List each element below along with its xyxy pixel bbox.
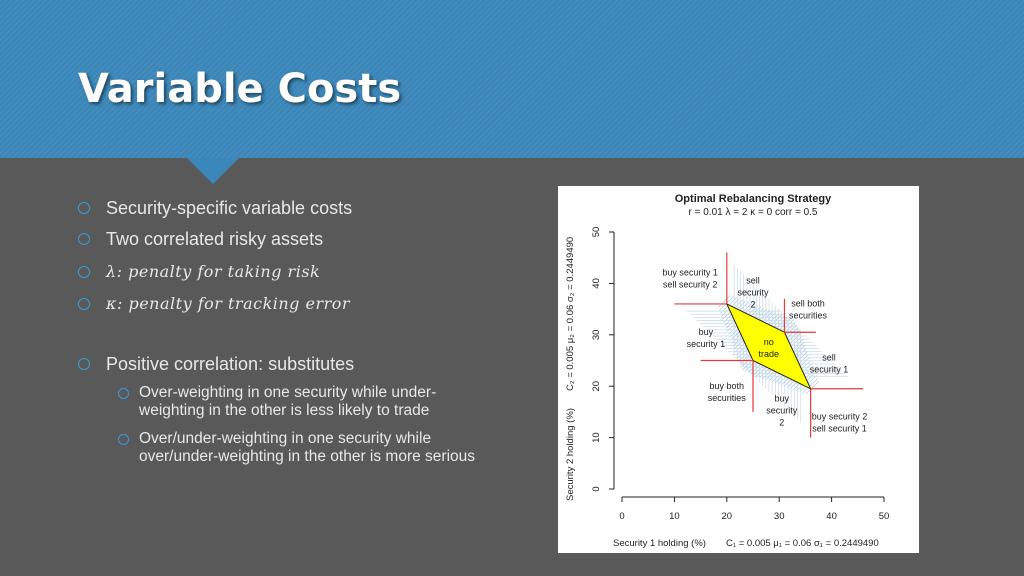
x-tick-label: 10 [669, 511, 680, 522]
region-label-line: securities [708, 393, 747, 403]
y-tick-label: 20 [591, 381, 602, 392]
header-notch [187, 158, 239, 184]
sub-bullet-text: Over-weighting in one security while und… [139, 384, 437, 419]
region-label-line: buy [699, 327, 714, 337]
bullet-ring-icon [78, 358, 90, 370]
bullet-math-text: κ: penalty for tracking error [106, 294, 351, 313]
region-label-line: sell [822, 353, 836, 363]
region-label-line: security 1 [810, 365, 849, 375]
y-axis-label: Security 2 holding (%) [565, 408, 576, 501]
region-label: buy security 1 [687, 327, 726, 349]
region-label-line: sell security 1 [812, 424, 867, 434]
region-label-line: sell both [791, 299, 825, 309]
y-tick-label: 40 [591, 278, 602, 289]
x-tick-label: 40 [826, 511, 837, 522]
page-title: Variable Costs [78, 66, 402, 112]
y-tick-label: 0 [591, 486, 602, 491]
region-label: buy security 2 sell security 1 [812, 412, 868, 434]
bullet-ring-icon [78, 266, 90, 278]
region-label: sell both securities [789, 299, 828, 321]
sub-bullet-ring-icon [118, 388, 129, 399]
chart-title: Optimal Rebalancing Strategy [675, 193, 832, 205]
region-label-line: security [737, 287, 769, 297]
region-label-line: trade [758, 349, 779, 359]
chart-figure: 0 10 20 30 40 50 0 10 20 30 40 50 buy security 1 sell… [558, 186, 919, 553]
x-tick-label: 30 [774, 511, 785, 522]
header-band [0, 0, 1024, 158]
trade-arrow [717, 295, 731, 308]
region-label: no trade [758, 337, 779, 359]
trade-arrow [805, 380, 820, 395]
y-axis-params: C₂ = 0.005 μ₂ = 0.06 σ₂ = 0.2449490 [565, 237, 576, 391]
x-axis-label: Security 1 holding (%) [613, 538, 706, 549]
region-label-line: security [766, 406, 798, 416]
trade-arrow [802, 377, 818, 394]
x-tick-label: 0 [619, 511, 624, 522]
region-label-line: buy both [710, 381, 745, 391]
region-label-line: buy security 2 [812, 412, 868, 422]
bullet-math-text: λ: penalty for taking risk [106, 262, 321, 281]
chart-subtitle: r = 0.01 λ = 2 κ = 0 corr = 0.5 [689, 207, 818, 218]
region-label-line: security 1 [687, 339, 726, 349]
x-tick-label: 50 [879, 511, 890, 522]
y-tick-label: 50 [591, 227, 602, 238]
bullet-text: Positive correlation: substitutes [106, 354, 355, 374]
bullet-ring-icon [78, 298, 90, 310]
x-tick-label: 20 [722, 511, 733, 522]
bullet-ring-icon [78, 202, 90, 214]
region-label-line: sell [746, 275, 760, 285]
region-label-line: 2 [779, 418, 784, 428]
region-label-line: buy [775, 394, 790, 404]
region-label: buy both securities [708, 381, 747, 403]
bullet-ring-icon [78, 233, 90, 245]
region-label-line: securities [789, 311, 828, 321]
x-axis-params: C₁ = 0.005 μ₁ = 0.06 σ₁ = 0.2449490 [726, 538, 879, 549]
region-label: buy security 1 sell security 2 [662, 268, 718, 290]
y-tick-label: 30 [591, 330, 602, 341]
region-label: buy security 2 [766, 394, 798, 428]
region-label-line: 2 [750, 299, 755, 309]
region-label: sell security 1 [810, 353, 849, 375]
sub-bullet-text: Over/under-weighting in one security whi… [139, 430, 476, 465]
region-label-line: sell security 2 [663, 280, 718, 290]
region-label: sell security 2 [737, 275, 769, 309]
region-label-line: no [764, 337, 774, 347]
y-tick-label: 10 [591, 432, 602, 443]
bullet-text: Two correlated risky assets [106, 229, 324, 249]
bullet-text: Security-specific variable costs [106, 198, 353, 218]
region-label-line: buy security 1 [662, 268, 718, 278]
sub-bullet-ring-icon [118, 434, 129, 445]
